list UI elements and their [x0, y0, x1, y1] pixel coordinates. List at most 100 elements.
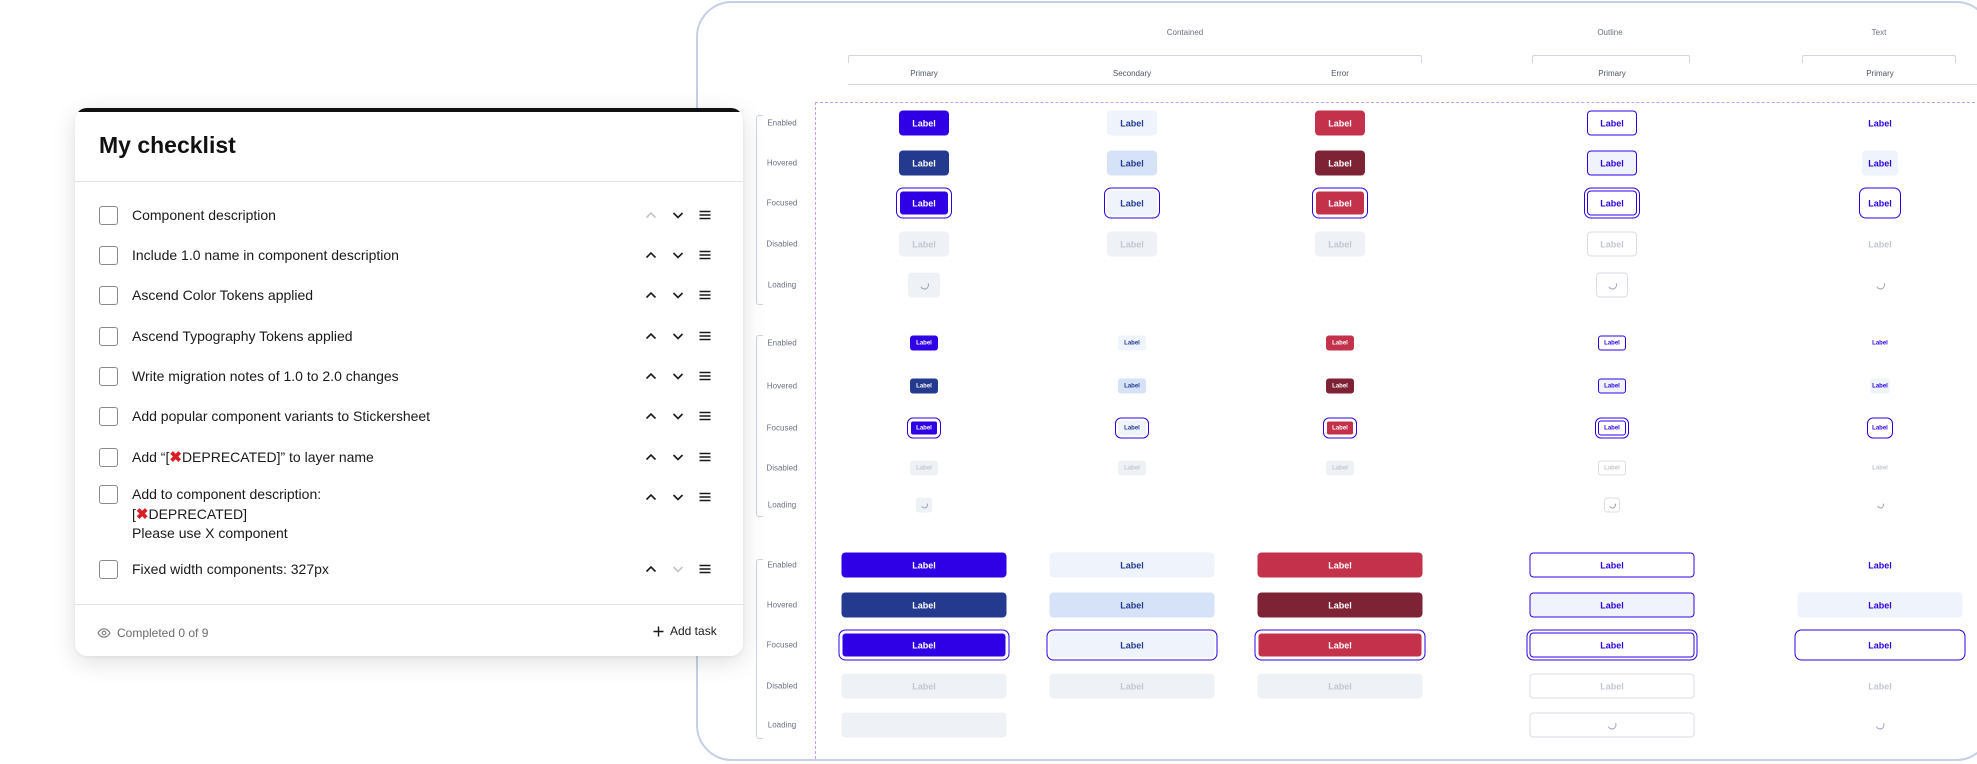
drag-handle-icon[interactable]	[698, 288, 712, 302]
button-outline-hovered-md[interactable]: Label	[1587, 150, 1637, 176]
move-down-icon[interactable]	[671, 248, 685, 262]
button-text-focused-lg[interactable]: Label	[1794, 629, 1966, 661]
button-outline-loading-md[interactable]	[1596, 272, 1628, 298]
checkbox[interactable]	[99, 206, 118, 225]
button-error-focused-sm[interactable]: Label	[1323, 417, 1357, 439]
button-secondary-enabled-md[interactable]: Label	[1107, 110, 1157, 136]
button-error-focused-md[interactable]: Label	[1312, 187, 1368, 219]
move-down-icon[interactable]	[671, 329, 685, 343]
button-error-hovered-md[interactable]: Label	[1315, 150, 1365, 176]
button-text-enabled-md[interactable]: Label	[1868, 118, 1892, 128]
move-up-icon[interactable]	[644, 329, 658, 343]
drag-handle-icon[interactable]	[698, 409, 712, 423]
button-primary-enabled-md[interactable]: Label	[899, 110, 949, 136]
button-outline-enabled-lg[interactable]: Label	[1529, 552, 1695, 578]
move-up-icon[interactable]	[644, 490, 658, 504]
button-secondary-hovered-sm[interactable]: Label	[1118, 378, 1146, 394]
move-up-icon[interactable]	[644, 369, 658, 383]
button-primary-enabled-sm[interactable]: Label	[910, 335, 938, 351]
button-primary-enabled-lg[interactable]: Label	[841, 552, 1007, 578]
button-primary-focused-lg[interactable]: Label	[838, 629, 1010, 661]
button-outline-enabled-sm[interactable]: Label	[1598, 335, 1626, 351]
button-outline-hovered-sm[interactable]: Label	[1598, 378, 1626, 394]
move-down-icon[interactable]	[671, 490, 685, 504]
state-label-enabled: Enabled	[767, 118, 797, 128]
button-outline-disabled-md: Label	[1587, 231, 1637, 257]
move-up-icon[interactable]	[644, 288, 658, 302]
checkbox[interactable]	[99, 485, 118, 504]
move-up-icon[interactable]	[644, 409, 658, 423]
button-error-enabled-lg[interactable]: Label	[1257, 552, 1423, 578]
button-primary-hovered-lg[interactable]: Label	[841, 592, 1007, 618]
button-secondary-focused-lg[interactable]: Label	[1046, 629, 1218, 661]
button-text-loading-lg[interactable]	[1798, 713, 1963, 738]
column-label-text-primary: Primary	[1866, 69, 1894, 78]
button-error-hovered-sm[interactable]: Label	[1326, 378, 1354, 394]
button-secondary-focused-md[interactable]: Label	[1104, 187, 1160, 219]
state-label-hovered: Hovered	[766, 600, 798, 610]
plus-icon	[653, 626, 664, 636]
checkbox[interactable]	[99, 560, 118, 579]
button-outline-focused-lg[interactable]: Label	[1526, 629, 1698, 661]
checkbox[interactable]	[99, 327, 118, 346]
button-secondary-hovered-md[interactable]: Label	[1107, 150, 1157, 176]
item-label: Fixed width components: 327px	[132, 561, 329, 577]
button-secondary-hovered-lg[interactable]: Label	[1049, 592, 1215, 618]
button-primary-hovered-sm[interactable]: Label	[910, 378, 938, 394]
button-text-hovered-sm[interactable]: Label	[1870, 378, 1890, 394]
move-down-icon[interactable]	[671, 450, 685, 464]
button-text-enabled-lg[interactable]: Label	[1868, 560, 1892, 570]
button-text-enabled-sm[interactable]: Label	[1872, 340, 1888, 346]
button-primary-loading-md[interactable]	[908, 272, 940, 298]
add-task-button[interactable]: Add task	[653, 624, 717, 638]
move-up-icon[interactable]	[644, 450, 658, 464]
button-primary-focused-md[interactable]: Label	[896, 187, 952, 219]
move-up-icon[interactable]	[644, 562, 658, 576]
button-error-enabled-md[interactable]: Label	[1315, 110, 1365, 136]
button-error-hovered-lg[interactable]: Label	[1257, 592, 1423, 618]
move-down-icon[interactable]	[671, 288, 685, 302]
button-text-hovered-md[interactable]: Label	[1862, 150, 1898, 176]
drag-handle-icon[interactable]	[698, 208, 712, 222]
eye-icon	[97, 628, 111, 638]
sticker-sheet: Contained Outline Text Primary Secondary…	[696, 1, 1977, 761]
button-outline-focused-md[interactable]: Label	[1584, 187, 1640, 219]
button-secondary-enabled-lg[interactable]: Label	[1049, 552, 1215, 578]
checkbox[interactable]	[99, 448, 118, 467]
button-primary-loading-lg[interactable]	[841, 712, 1007, 738]
drag-handle-icon[interactable]	[698, 369, 712, 383]
button-text-focused-sm[interactable]: Label	[1867, 417, 1893, 439]
checkbox[interactable]	[99, 246, 118, 265]
drag-handle-icon[interactable]	[698, 490, 712, 504]
button-error-focused-lg[interactable]: Label	[1254, 629, 1426, 661]
move-up-icon[interactable]	[644, 208, 658, 222]
button-primary-loading-sm[interactable]	[916, 497, 932, 513]
button-outline-hovered-lg[interactable]: Label	[1529, 592, 1695, 618]
move-down-icon[interactable]	[671, 208, 685, 222]
button-outline-focused-sm[interactable]: Label	[1595, 417, 1629, 439]
button-text-hovered-lg[interactable]: Label	[1797, 592, 1963, 618]
button-outline-loading-sm[interactable]	[1604, 497, 1620, 513]
move-down-icon[interactable]	[671, 409, 685, 423]
move-down-icon[interactable]	[671, 562, 685, 576]
button-secondary-focused-sm[interactable]: Label	[1115, 417, 1149, 439]
button-text-loading-sm[interactable]	[1872, 498, 1888, 513]
button-text-focused-md[interactable]: Label	[1859, 187, 1901, 219]
state-label-focused: Focused	[766, 423, 798, 433]
checkbox[interactable]	[99, 407, 118, 426]
button-outline-enabled-md[interactable]: Label	[1587, 110, 1637, 136]
button-secondary-enabled-sm[interactable]: Label	[1118, 335, 1146, 351]
checkbox[interactable]	[99, 367, 118, 386]
button-error-enabled-sm[interactable]: Label	[1326, 335, 1354, 351]
button-primary-hovered-md[interactable]: Label	[899, 150, 949, 176]
button-text-loading-md[interactable]	[1870, 273, 1890, 298]
drag-handle-icon[interactable]	[698, 248, 712, 262]
drag-handle-icon[interactable]	[698, 562, 712, 576]
button-outline-loading-lg[interactable]	[1529, 712, 1695, 738]
button-primary-focused-sm[interactable]: Label	[907, 417, 941, 439]
drag-handle-icon[interactable]	[698, 329, 712, 343]
move-up-icon[interactable]	[644, 248, 658, 262]
drag-handle-icon[interactable]	[698, 450, 712, 464]
checkbox[interactable]	[99, 286, 118, 305]
move-down-icon[interactable]	[671, 369, 685, 383]
